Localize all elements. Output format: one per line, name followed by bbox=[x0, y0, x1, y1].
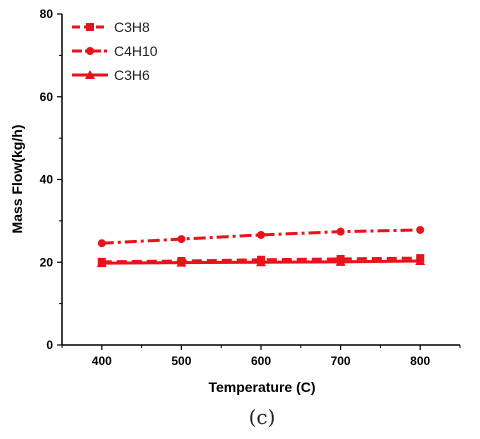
y-tick-label: 20 bbox=[40, 255, 54, 269]
x-axis: 400 500 600 700 800 bbox=[61, 345, 461, 368]
series-C3H6 bbox=[96, 256, 426, 268]
x-tick-label: 400 bbox=[92, 354, 112, 368]
legend-label: C3H8 bbox=[114, 19, 150, 35]
legend-label: C3H6 bbox=[114, 67, 150, 83]
y-tick-label: 80 bbox=[40, 7, 54, 21]
data-point bbox=[336, 227, 345, 236]
x-tick-label: 800 bbox=[410, 354, 430, 368]
x-tick-label: 500 bbox=[171, 354, 191, 368]
y-tick-label: 60 bbox=[40, 90, 54, 104]
plot-frame bbox=[61, 14, 460, 346]
y-tick-label: 0 bbox=[46, 338, 53, 352]
y-axis-title: Mass Flow(kg/h) bbox=[9, 125, 25, 234]
legend: C3H8 C4H10 C3H6 bbox=[72, 19, 158, 83]
data-point bbox=[257, 230, 265, 239]
data-point bbox=[176, 257, 187, 267]
data-point bbox=[177, 235, 186, 244]
legend-swatch-marker bbox=[85, 70, 95, 79]
data-point bbox=[415, 256, 426, 266]
series-layer bbox=[96, 225, 426, 268]
data-point bbox=[96, 258, 107, 268]
data-point bbox=[97, 239, 106, 248]
legend-label: C4H10 bbox=[114, 43, 158, 59]
legend-swatch-marker bbox=[86, 23, 94, 31]
data-point bbox=[335, 256, 346, 266]
x-axis-title: Temperature (C) bbox=[208, 379, 315, 395]
x-tick-label: 600 bbox=[251, 354, 271, 368]
series-line bbox=[101, 228, 421, 245]
data-point bbox=[256, 257, 266, 267]
legend-swatch-marker bbox=[86, 47, 94, 55]
x-tick-label: 700 bbox=[331, 354, 351, 368]
figure-caption: (c) bbox=[249, 405, 276, 429]
series-C4H10 bbox=[97, 225, 425, 248]
y-axis: 0 20 40 60 80 bbox=[40, 7, 62, 352]
y-tick-label: 40 bbox=[40, 173, 54, 187]
data-point bbox=[416, 225, 425, 234]
